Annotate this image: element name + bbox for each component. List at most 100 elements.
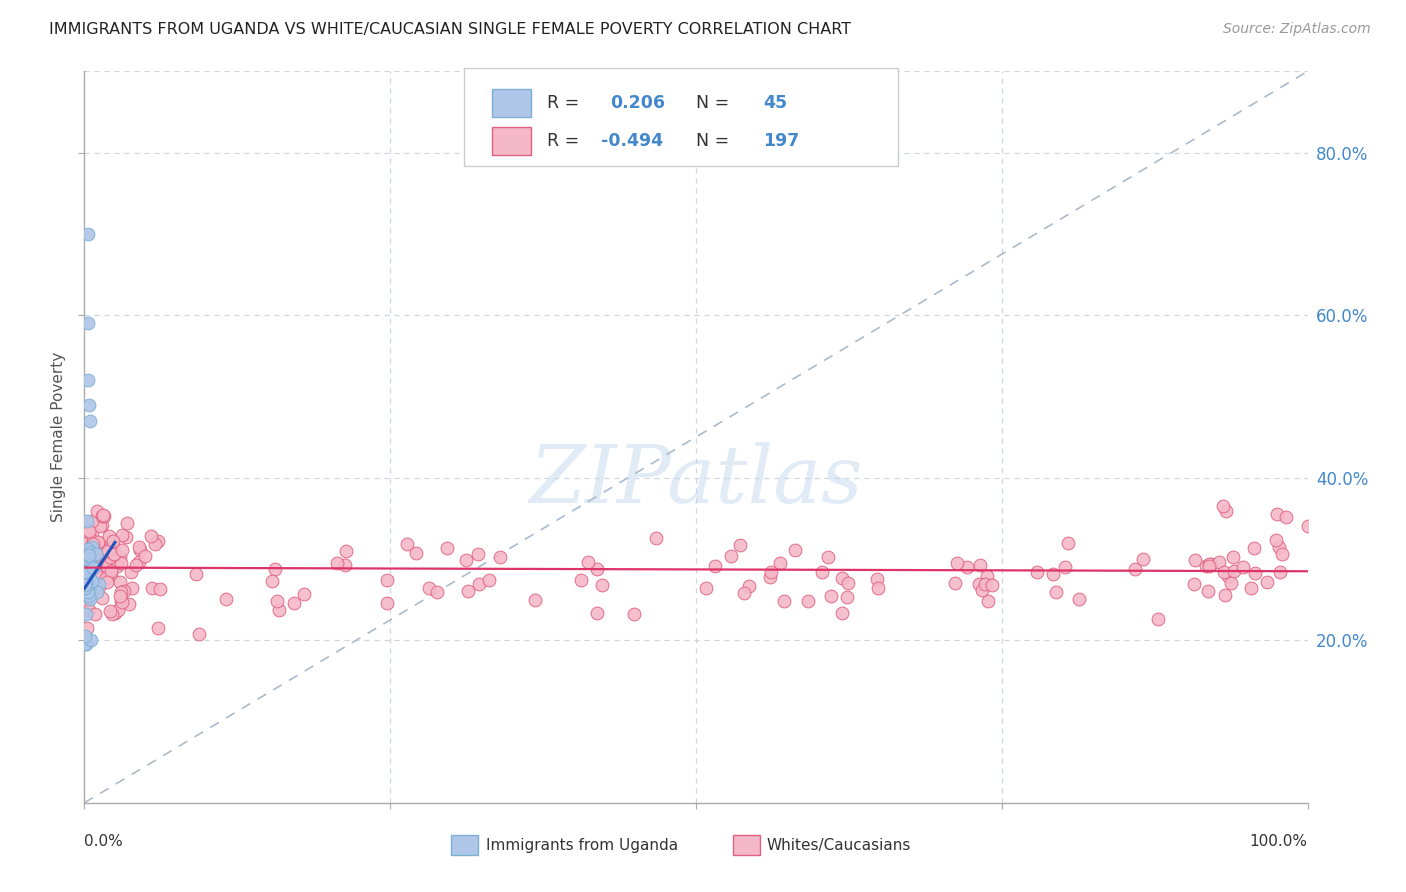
Point: [79, 545, 101, 559]
Point: [97, 566, 120, 580]
Point: [146, 621, 169, 635]
Point: [76, 622, 98, 636]
Point: [868, 582, 890, 596]
Point: [110, 574, 132, 589]
Point: [121, 581, 143, 595]
Point: [945, 576, 967, 591]
Point: [972, 582, 994, 597]
Point: [976, 569, 998, 583]
Point: [326, 557, 349, 571]
Point: [110, 589, 132, 603]
Point: [83, 536, 105, 550]
Point: [77, 526, 100, 541]
Point: [418, 581, 440, 595]
Point: [1212, 499, 1234, 513]
Point: [1222, 550, 1244, 565]
Text: ZIPatlas: ZIPatlas: [529, 442, 863, 520]
Point: [75, 637, 97, 651]
Point: [143, 536, 166, 550]
Text: R =: R =: [547, 132, 585, 150]
Y-axis label: Single Female Poverty: Single Female Poverty: [51, 352, 66, 522]
Point: [82, 558, 104, 573]
Point: [83, 549, 105, 563]
Point: [79, 555, 101, 569]
Point: [817, 550, 839, 565]
Point: [695, 582, 717, 596]
Point: [831, 606, 853, 620]
Point: [733, 586, 755, 600]
Point: [1208, 555, 1230, 569]
Point: [80, 633, 103, 648]
Point: [82, 561, 104, 575]
Point: [77, 584, 100, 599]
Point: [1243, 566, 1265, 581]
Text: 0.206: 0.206: [610, 94, 665, 112]
Point: [103, 547, 125, 561]
Point: [89, 518, 111, 533]
Point: [110, 550, 132, 565]
Point: [96, 558, 118, 573]
Point: [111, 527, 134, 541]
Point: [75, 575, 97, 590]
Point: [974, 577, 997, 591]
Point: [1240, 581, 1263, 595]
Point: [375, 573, 398, 587]
Point: [86, 585, 108, 599]
Point: [103, 547, 125, 561]
Point: [75, 607, 97, 621]
Point: [576, 555, 599, 569]
Point: [488, 549, 510, 564]
Point: [94, 539, 117, 553]
Point: [1256, 575, 1278, 590]
Point: [77, 578, 100, 592]
Point: [1069, 591, 1091, 606]
Point: [77, 398, 100, 412]
Point: [457, 584, 479, 599]
Point: [79, 526, 101, 541]
Point: [91, 518, 114, 533]
Point: [76, 599, 98, 613]
Point: [1271, 547, 1294, 561]
Point: [266, 594, 288, 608]
Point: [75, 637, 97, 651]
Point: [977, 594, 1000, 608]
Point: [1054, 560, 1077, 574]
Point: [100, 564, 122, 578]
Point: [981, 578, 1004, 592]
Point: [1198, 558, 1220, 572]
Point: [76, 581, 98, 595]
Point: [1296, 519, 1319, 533]
Point: [80, 541, 103, 556]
Point: [86, 568, 108, 582]
Point: [1265, 508, 1288, 522]
Point: [1057, 536, 1080, 550]
Point: [586, 562, 609, 576]
Point: [77, 316, 100, 330]
Text: -0.494: -0.494: [600, 132, 662, 150]
Point: [591, 578, 613, 592]
Point: [89, 577, 111, 591]
Point: [83, 607, 105, 621]
Text: 197: 197: [763, 132, 800, 150]
Point: [80, 541, 103, 555]
Point: [395, 537, 418, 551]
Point: [524, 593, 547, 607]
Point: [91, 508, 114, 522]
Point: [77, 227, 100, 241]
Point: [73, 581, 96, 595]
Point: [75, 532, 97, 546]
Point: [134, 549, 156, 563]
Point: [375, 596, 398, 610]
Point: [84, 547, 107, 561]
Point: [105, 558, 128, 573]
Point: [82, 574, 104, 589]
Point: [80, 583, 103, 598]
Point: [97, 528, 120, 542]
Bar: [492, 127, 531, 154]
Point: [820, 589, 842, 603]
Point: [1232, 560, 1254, 574]
Point: [75, 552, 97, 566]
Point: [478, 573, 501, 587]
Point: [1222, 564, 1244, 578]
Point: [77, 548, 100, 562]
